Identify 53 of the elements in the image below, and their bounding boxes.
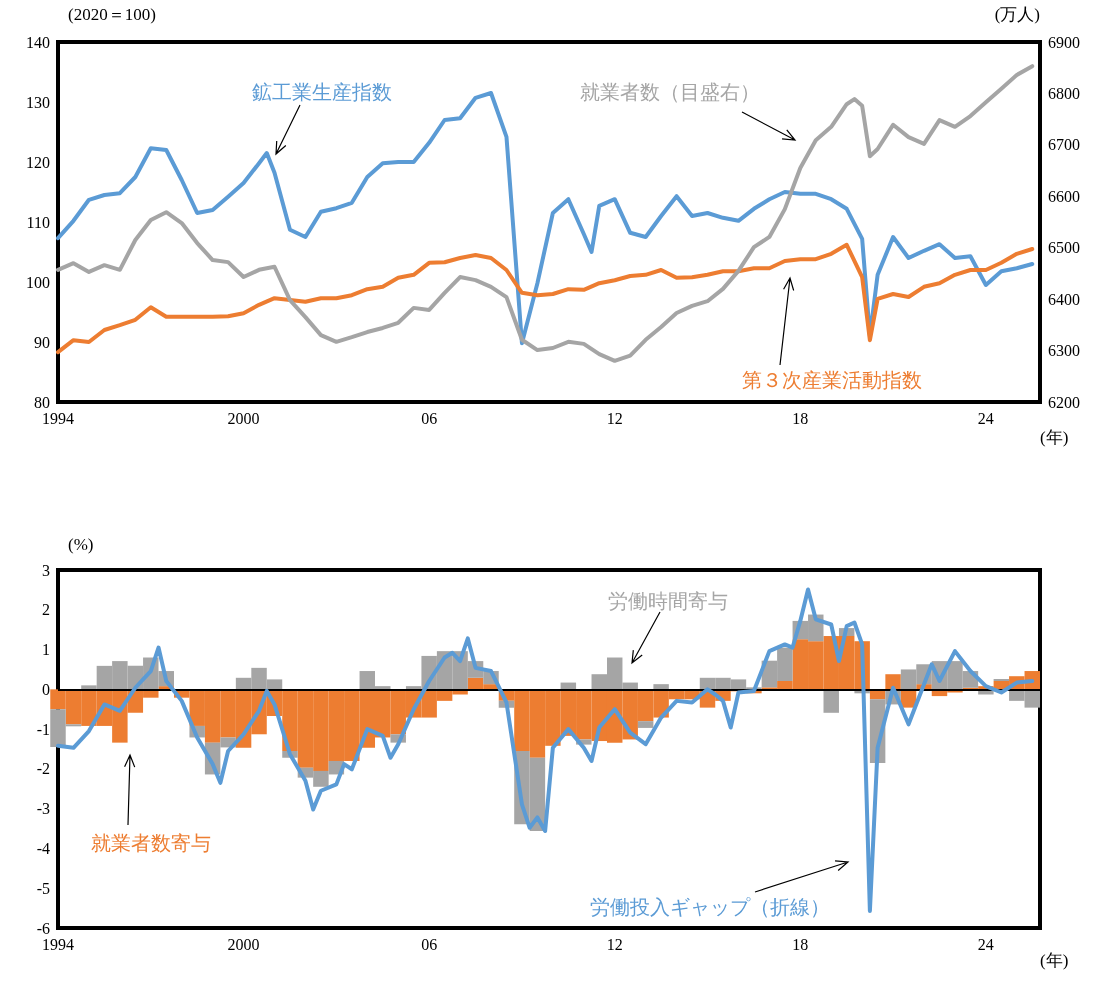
x-axis-title: (年) <box>1040 950 1069 970</box>
x-tick-label: 18 <box>792 935 809 953</box>
y-axis-title: (%) <box>68 534 94 554</box>
text: 労働時間寄与 <box>608 590 728 612</box>
y2-tick-label: 6500 <box>1048 239 1080 257</box>
x-tick-label: 12 <box>606 409 623 427</box>
y-tick-label: -1 <box>36 720 50 738</box>
x-axis-title: (年) <box>1040 427 1069 447</box>
y2-tick-label: 6900 <box>1048 33 1080 51</box>
y-tick-label: 1 <box>42 641 50 659</box>
x-tick-label: 1994 <box>42 935 74 953</box>
x-tick-label: 06 <box>421 409 438 427</box>
y2-tick-label: 6800 <box>1048 84 1080 102</box>
y2-tick-label: 6200 <box>1048 393 1080 411</box>
x-tick-label: 2000 <box>227 409 260 427</box>
x-tick-label: 24 <box>977 409 994 427</box>
y2-tick-label: 6700 <box>1048 136 1080 154</box>
y-tick-label: 80 <box>34 393 50 411</box>
y-axis-title: (2020＝100) <box>68 4 156 24</box>
y-tick-label: -4 <box>36 839 50 857</box>
x-tick-label: 1994 <box>42 409 74 427</box>
y-tick-label: 100 <box>26 273 50 291</box>
x-tick-label: 2000 <box>227 935 260 953</box>
y-tick-label: 120 <box>26 153 50 171</box>
y-tick-label: -6 <box>36 919 50 937</box>
y-tick-label: 2 <box>42 601 50 619</box>
text: 就業者数寄与 <box>91 832 211 854</box>
bar <box>653 684 669 690</box>
x-tick-label: 24 <box>977 935 994 953</box>
y-tick-label: -5 <box>36 879 50 897</box>
y2-tick-label: 6400 <box>1048 290 1080 308</box>
x-tick-label: 06 <box>421 935 438 953</box>
text: 鉱工業生産指数 <box>252 81 392 103</box>
y-tick-label: 3 <box>42 561 50 579</box>
y2-tick-label: 6300 <box>1048 342 1080 360</box>
x-tick-label: 18 <box>792 409 809 427</box>
y-tick-label: -2 <box>36 760 50 778</box>
y-tick-label: -3 <box>36 800 50 818</box>
series-label: 労働投入ギャップ（折線） <box>590 896 830 918</box>
line-series <box>56 242 1035 355</box>
bar <box>637 721 654 728</box>
y-tick-label: 90 <box>34 333 50 351</box>
y-tick-label: 130 <box>26 93 50 111</box>
text: 第３次産業活動指数 <box>742 369 922 391</box>
x-tick-label: 12 <box>606 935 623 953</box>
y2-tick-label: 6600 <box>1048 187 1080 205</box>
text: 就業者数（目盛右） <box>580 81 760 103</box>
y2-axis-title: (万人) <box>994 4 1040 24</box>
y-tick-label: 110 <box>26 213 50 231</box>
y-tick-label: 0 <box>42 680 50 698</box>
bar <box>885 674 901 690</box>
bar <box>823 689 839 713</box>
y-tick-label: 140 <box>26 33 50 51</box>
